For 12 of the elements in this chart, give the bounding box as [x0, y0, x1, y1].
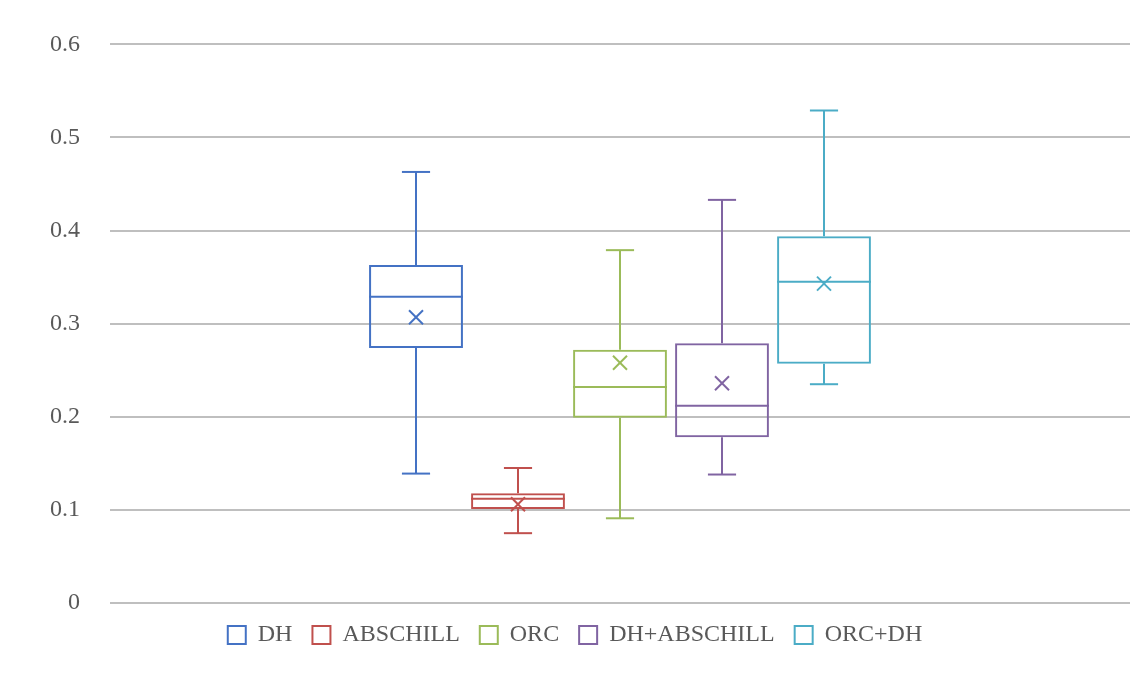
legend-label: ORC+DH: [824, 620, 923, 647]
y-tick-label: 0.2: [50, 402, 80, 429]
y-tick-label: 0: [68, 588, 80, 615]
legend-label: DH+ABSCHILL: [609, 620, 775, 647]
y-tick-label: 0.1: [50, 495, 80, 522]
legend-label: ABSCHILL: [342, 620, 460, 647]
y-tick-label: 0.3: [50, 309, 80, 335]
y-tick-label: 0.4: [50, 215, 80, 242]
y-tick-label: 0.5: [50, 122, 80, 149]
y-tick-label: 0.6: [50, 29, 80, 56]
legend-label: ORC: [509, 620, 560, 647]
legend-label: DH: [257, 620, 293, 647]
